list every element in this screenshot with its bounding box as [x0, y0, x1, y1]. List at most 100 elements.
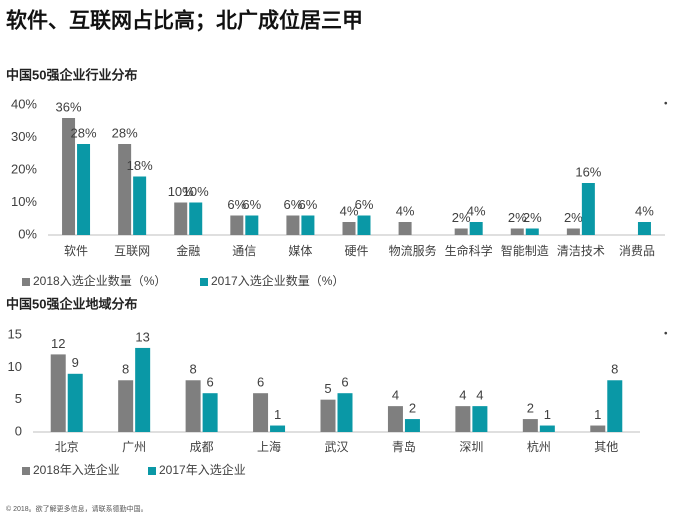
x-tick-label: 武汉 [324, 440, 348, 454]
bar [301, 215, 315, 235]
chart-title: 中国50强企业地域分布 [6, 296, 137, 311]
bar [62, 118, 76, 235]
x-tick-label: 互联网 [114, 244, 150, 258]
data-label: 1 [274, 407, 281, 422]
data-label: 6% [299, 197, 318, 212]
legend-label: 2018年入选企业 [33, 462, 120, 477]
data-label: 4 [476, 388, 483, 403]
data-label: 4% [396, 203, 415, 218]
bar [189, 202, 203, 235]
footer: © 2018。欲了解更多信息，请联系德勤中国。 [6, 504, 148, 513]
x-tick-label: 金融 [176, 243, 200, 258]
data-label: 6% [227, 197, 246, 212]
data-label: 6% [355, 197, 374, 212]
x-tick-label: 媒体 [288, 244, 312, 258]
data-label: 9 [72, 355, 79, 370]
legend-swatch [22, 467, 30, 475]
bar [342, 222, 356, 235]
legend-swatch [22, 278, 30, 286]
bar [581, 183, 595, 235]
y-tick-label: 40% [11, 96, 37, 111]
bullet: • [664, 99, 668, 110]
data-label: 2 [527, 401, 534, 416]
y-tick-label: 20% [11, 161, 37, 176]
y-tick-label: 10% [11, 194, 37, 209]
bar [77, 144, 91, 235]
bar [202, 393, 218, 432]
bar [525, 228, 539, 235]
bar [387, 406, 403, 432]
bar [522, 419, 538, 432]
x-tick-label: 其他 [594, 440, 618, 454]
legend-label: 2017入选企业数量（%） [211, 273, 344, 288]
bar [133, 176, 147, 235]
bar [245, 215, 259, 235]
x-tick-label: 杭州 [527, 439, 551, 454]
bar [253, 393, 269, 432]
x-tick-label: 深圳 [459, 440, 483, 454]
bar [67, 373, 83, 432]
data-label: 1 [594, 407, 601, 422]
bar [320, 399, 336, 432]
data-label: 6% [284, 197, 303, 212]
x-tick-label: 成都 [190, 440, 214, 454]
x-tick-label: 通信 [232, 244, 256, 258]
bar [135, 347, 151, 432]
data-label: 6 [341, 375, 348, 390]
data-label: 8 [611, 362, 618, 377]
bar [455, 406, 471, 432]
x-tick-label: 生命科学 [445, 243, 493, 258]
data-label: 12 [51, 336, 65, 351]
bar [469, 222, 483, 235]
y-tick-label: 10 [8, 359, 22, 374]
data-label: 4 [392, 388, 399, 403]
x-tick-label: 北京 [55, 440, 79, 454]
legend-swatch [148, 467, 156, 475]
x-tick-label: 消费品 [619, 244, 655, 258]
chart-title: 中国50强企业行业分布 [6, 67, 137, 82]
x-tick-label: 物流服务 [389, 243, 437, 258]
x-tick-label: 硬件 [344, 244, 368, 258]
bar [539, 425, 555, 432]
bar [185, 380, 201, 432]
data-label: 18% [127, 158, 153, 173]
bar [357, 215, 371, 235]
data-label: 10% [183, 184, 209, 199]
legend-label: 2017年入选企业 [159, 462, 246, 477]
bar [472, 406, 488, 432]
data-label: 5 [324, 381, 331, 396]
data-label: 28% [112, 125, 138, 140]
bar [270, 425, 286, 432]
bar [118, 380, 134, 432]
y-tick-label: 5 [15, 391, 22, 406]
data-label: 4% [635, 203, 654, 218]
data-label: 6% [242, 197, 261, 212]
bar [174, 202, 188, 235]
bar [607, 380, 623, 432]
data-label: 2 [409, 401, 416, 416]
x-tick-label: 青岛 [392, 439, 416, 454]
x-tick-label: 智能制造 [501, 243, 549, 258]
y-tick-label: 0% [18, 226, 37, 241]
y-tick-label: 30% [11, 129, 37, 144]
bar [637, 222, 651, 235]
y-tick-label: 0 [15, 423, 22, 438]
legend-swatch [200, 278, 208, 286]
bar [590, 425, 606, 432]
bar [454, 228, 468, 235]
data-label: 4% [467, 203, 486, 218]
data-label: 2% [452, 210, 471, 225]
data-label: 36% [56, 99, 82, 114]
x-tick-label: 广州 [122, 440, 146, 454]
bar [50, 354, 66, 432]
x-tick-label: 软件 [64, 244, 88, 258]
data-label: 16% [575, 164, 601, 179]
bar [404, 419, 420, 432]
bar [286, 215, 300, 235]
slide-title: 软件、互联网占比高；北广成位居三甲 [6, 9, 363, 33]
bar [510, 228, 524, 235]
bar [230, 215, 244, 235]
x-tick-label: 上海 [257, 439, 281, 454]
data-label: 2% [523, 210, 542, 225]
